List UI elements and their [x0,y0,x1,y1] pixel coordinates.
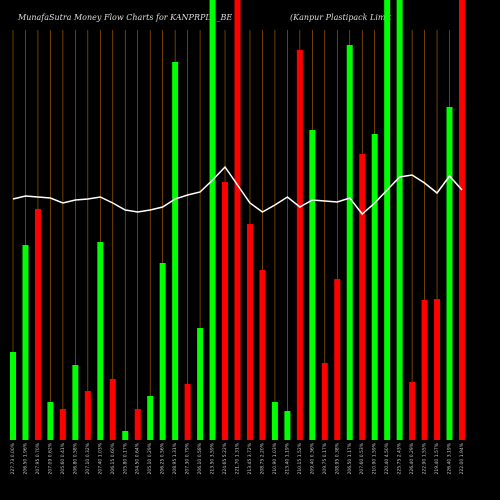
bar [446,107,453,440]
x-tick-label: 213.40 1.19% [284,442,290,474]
x-tick-label: 205.80 0.17% [122,442,128,474]
x-tick-label: 208.75 2.20% [259,442,265,474]
bar [396,0,403,440]
x-tick-label: 206.50 1.17% [347,442,353,474]
bar [84,391,91,440]
x-tick-label: 207.40 1.03% [97,442,103,474]
x-tick-label: 207.95 0.70% [35,442,41,474]
x-tick-label: 227.73 0.00% [10,442,16,474]
x-tick-label: 209.75 0.17% [322,442,328,474]
bar [222,182,229,440]
x-tick-label: 210.90 1.03% [272,442,278,474]
x-tick-label: 208.95 1.31% [172,442,178,474]
x-tick-label: 220.40 4.50% [384,442,390,474]
bar [296,50,303,440]
bar [197,328,204,440]
bar [334,279,341,440]
x-tick-label: 210.15 1.52% [297,442,303,474]
bar [47,402,54,440]
bar [109,379,116,440]
bar [34,209,41,440]
x-tick-label: 207.30 0.79% [185,442,191,474]
x-tick-label: 222.90 1.55% [422,442,428,474]
bar [159,263,166,440]
bar [10,352,16,440]
bar [259,270,266,440]
bar [346,45,353,440]
bar [209,0,216,440]
x-tick-label: 213.50 3.59% [210,442,216,474]
bar [97,242,104,440]
x-tick-label: 205.60 0.41% [60,442,66,474]
bar [284,411,291,440]
x-tick-label: 221.70 1.31% [235,442,241,474]
bar [72,365,79,440]
bar [459,0,465,440]
bar [246,224,253,440]
bar [409,382,416,440]
x-tick-label: 210.90 1.59% [372,442,378,474]
chart-subtitle: (Kanpur Plastipack Limit [290,13,392,22]
x-tick-label: 207.60 0.53% [359,442,365,474]
bar [421,300,428,440]
x-tick-label: 206.50 1.96% [22,442,28,474]
x-tick-label: 225.75 2.43% [397,442,403,474]
bar [234,0,241,440]
bar [172,62,179,440]
bar [309,130,316,440]
x-tick-label: 207.10 0.32% [85,442,91,474]
x-tick-label: 226.40 0.29% [409,442,415,474]
bar [59,409,66,440]
x-tick-label: 205.10 0.29% [147,442,153,474]
x-tick-label: 219.40 1.57% [434,442,440,474]
x-tick-label: 206.25 0.56% [160,442,166,474]
bar [184,384,191,440]
x-tick-label: 204.50 0.64% [135,442,141,474]
x-tick-label: 206.10 0.58% [197,442,203,474]
money-flow-line [12,165,463,216]
x-tick-label: 209.40 0.36% [309,442,315,474]
bar [384,0,391,440]
x-tick-label: 208.95 0.38% [334,442,340,474]
x-tick-label: 213.45 3.72% [247,442,253,474]
bar [371,134,378,440]
bar [22,245,29,440]
bar [147,396,154,440]
bar [134,409,141,440]
bar [321,363,328,440]
x-tick-label: 206.15 0.60% [110,442,116,474]
chart-title: MunafaSutra Money Flow Charts for KANPRP… [17,13,232,22]
x-tick-label: 226.40 3.19% [447,442,453,474]
x-tick-label: 224.65 5.22% [222,442,228,474]
bar [359,154,366,440]
bar [434,299,441,440]
x-tick-label: 222.00 1.94% [459,442,465,474]
bar [122,431,129,440]
bar [271,402,278,440]
x-tick-label: 207.09 0.62% [47,442,53,474]
x-tick-label: 206.80 0.58% [72,442,78,474]
